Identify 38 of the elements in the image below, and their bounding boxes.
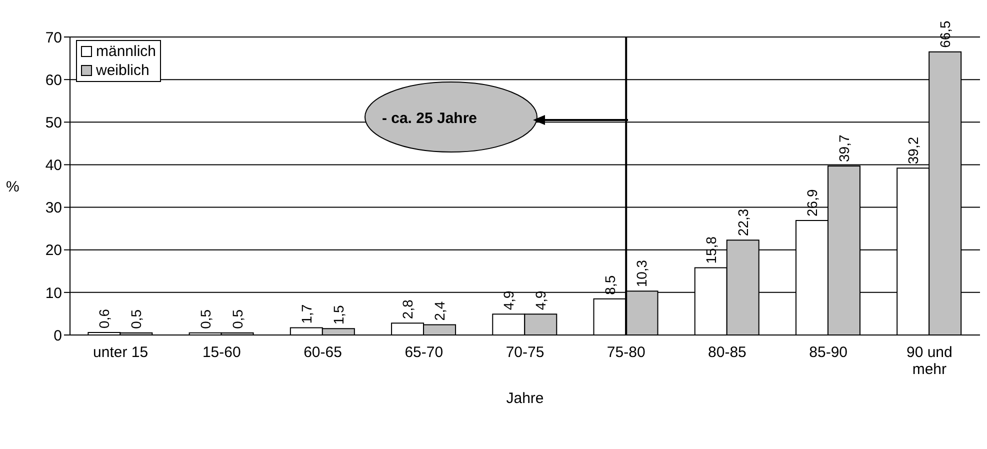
data-label: 15,8 [702, 236, 719, 264]
annotation: - ca. 25 Jahre [382, 110, 477, 127]
y-tick-label: 60 [45, 72, 62, 89]
data-label: 1,5 [330, 304, 346, 325]
legend-label: männlich [95, 42, 156, 61]
x-tick-label: 75-80 [606, 344, 646, 361]
data-label: 0,6 [96, 308, 112, 328]
y-tick-label: 30 [45, 200, 62, 217]
y-tick-label: 0 [54, 327, 62, 344]
x-tick-label: 70-75 [506, 344, 544, 361]
y-tick-label: 40 [45, 157, 62, 174]
x-tick-label: 15-60 [202, 344, 241, 361]
y-tick-label: 50 [45, 114, 62, 132]
data-label: 2,4 [432, 301, 448, 321]
x-axis-title: Jahre [506, 390, 544, 407]
data-label: 39,2 [905, 136, 922, 164]
data-label: 0,5 [229, 309, 246, 329]
data-label: 8,5 [602, 275, 618, 295]
x-tick-label: 80-85 [708, 344, 746, 361]
data-label: 0,5 [197, 309, 214, 329]
legend-label: weiblich [95, 61, 150, 80]
y-tick-label: 10 [45, 284, 62, 302]
y-axis-title: % [6, 178, 20, 196]
data-label: 0,5 [128, 309, 144, 329]
x-tick-label: 65-70 [404, 344, 444, 361]
data-label: 2,8 [400, 299, 416, 320]
data-label: 26,9 [804, 189, 820, 216]
x-tick-label: 90 und mehr [906, 344, 952, 378]
data-label: 39,7 [836, 134, 852, 162]
x-tick-label: unter 15 [93, 344, 148, 361]
data-label: 66,5 [937, 20, 954, 48]
x-tick-label: 85-90 [809, 344, 848, 361]
y-tick-label: 20 [45, 242, 62, 260]
data-label: 22,3 [734, 208, 751, 236]
data-label: 10,3 [634, 260, 650, 288]
x-tick-label: 60-65 [304, 344, 342, 361]
data-label: 1,7 [298, 304, 314, 324]
y-tick-label: 70 [45, 29, 62, 46]
